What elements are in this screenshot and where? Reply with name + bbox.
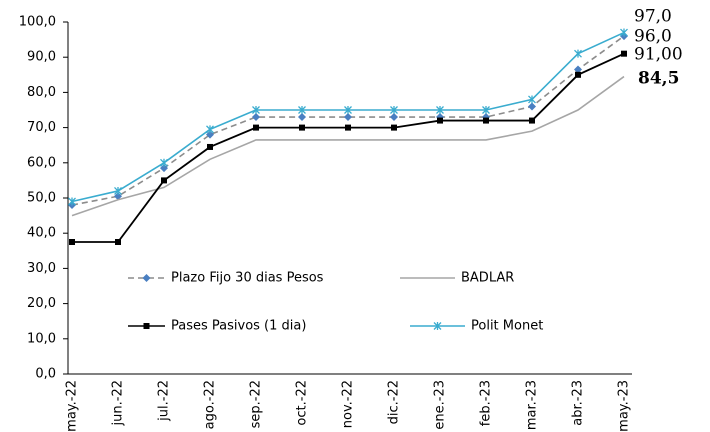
- marker: [298, 113, 306, 122]
- marker: [344, 106, 352, 114]
- line: [71, 75, 625, 217]
- y-tick-label: 10,0: [27, 331, 56, 346]
- y-tick-label: 50,0: [27, 191, 56, 206]
- marker: [528, 95, 536, 104]
- y-tick-label: 60,0: [27, 155, 56, 170]
- marker: [142, 274, 151, 282]
- marker: [161, 177, 167, 184]
- marker: [621, 50, 627, 57]
- x-tick-label: jun.-22: [111, 380, 126, 426]
- series: [71, 75, 625, 217]
- marker: [115, 239, 121, 245]
- marker: [436, 106, 444, 114]
- value-label: 84,5: [638, 69, 679, 89]
- marker: [143, 323, 150, 329]
- marker: [299, 124, 305, 131]
- legend-label: Pases Pasivos (1 dia): [171, 319, 306, 334]
- y-tick-label: 30,0: [27, 261, 56, 276]
- marker: [390, 106, 398, 114]
- y-tick-label: 20,0: [27, 296, 56, 311]
- marker: [529, 117, 535, 124]
- marker: [345, 124, 351, 131]
- marker: [68, 197, 76, 206]
- marker: [252, 113, 260, 122]
- marker: [574, 65, 582, 74]
- x-tick-label: sep.-22: [249, 380, 264, 428]
- marker: [575, 71, 581, 78]
- marker: [114, 192, 122, 201]
- x-tick-label: abr.-23: [571, 380, 586, 426]
- marker: [298, 106, 306, 114]
- marker: [206, 130, 214, 139]
- y-tick-label: 70,0: [27, 120, 56, 135]
- x-tick-label: mar.-23: [525, 380, 540, 430]
- marker: [574, 49, 582, 58]
- y-tick-label: 40,0: [27, 226, 56, 241]
- x-tick-label: ago.-22: [203, 380, 218, 429]
- marker: [620, 28, 628, 37]
- marker: [206, 125, 214, 134]
- marker: [528, 102, 536, 111]
- marker: [437, 117, 443, 124]
- x-tick-label: dic.-22: [387, 380, 402, 424]
- marker: [252, 106, 260, 114]
- x-tick-label: nov.-22: [341, 380, 356, 428]
- x-tick-label: jul.-22: [157, 380, 172, 422]
- legend-label: Polit Monet: [471, 319, 543, 334]
- series: [68, 28, 628, 206]
- y-tick-label: 90,0: [27, 50, 56, 65]
- marker: [160, 158, 168, 167]
- x-tick-label: may.-23: [617, 380, 632, 432]
- marker: [253, 124, 259, 131]
- marker: [114, 186, 122, 195]
- marker: [391, 124, 397, 131]
- legend-label: Plazo Fijo 30 dias Pesos: [171, 271, 324, 286]
- y-tick-label: 80,0: [27, 85, 56, 100]
- line: [72, 52, 625, 243]
- marker: [344, 113, 352, 122]
- value-label: 97,0: [634, 7, 672, 27]
- value-label: 96,0: [634, 27, 672, 47]
- x-tick-label: may.-22: [65, 380, 80, 432]
- marker: [482, 106, 490, 114]
- marker: [207, 143, 213, 150]
- x-tick-label: oct.-22: [295, 380, 310, 426]
- x-tick-label: feb.-23: [479, 380, 494, 426]
- legend-label: BADLAR: [461, 271, 514, 286]
- value-label: 91,00: [634, 45, 683, 65]
- series: [69, 50, 627, 245]
- marker: [390, 113, 398, 122]
- y-tick-label: 0,0: [35, 367, 56, 382]
- marker: [483, 117, 489, 124]
- x-tick-label: ene.-23: [433, 380, 448, 430]
- marker: [433, 322, 442, 330]
- marker: [69, 239, 75, 245]
- marker: [160, 164, 168, 173]
- series: [68, 32, 628, 210]
- y-tick-label: 100,0: [19, 15, 56, 30]
